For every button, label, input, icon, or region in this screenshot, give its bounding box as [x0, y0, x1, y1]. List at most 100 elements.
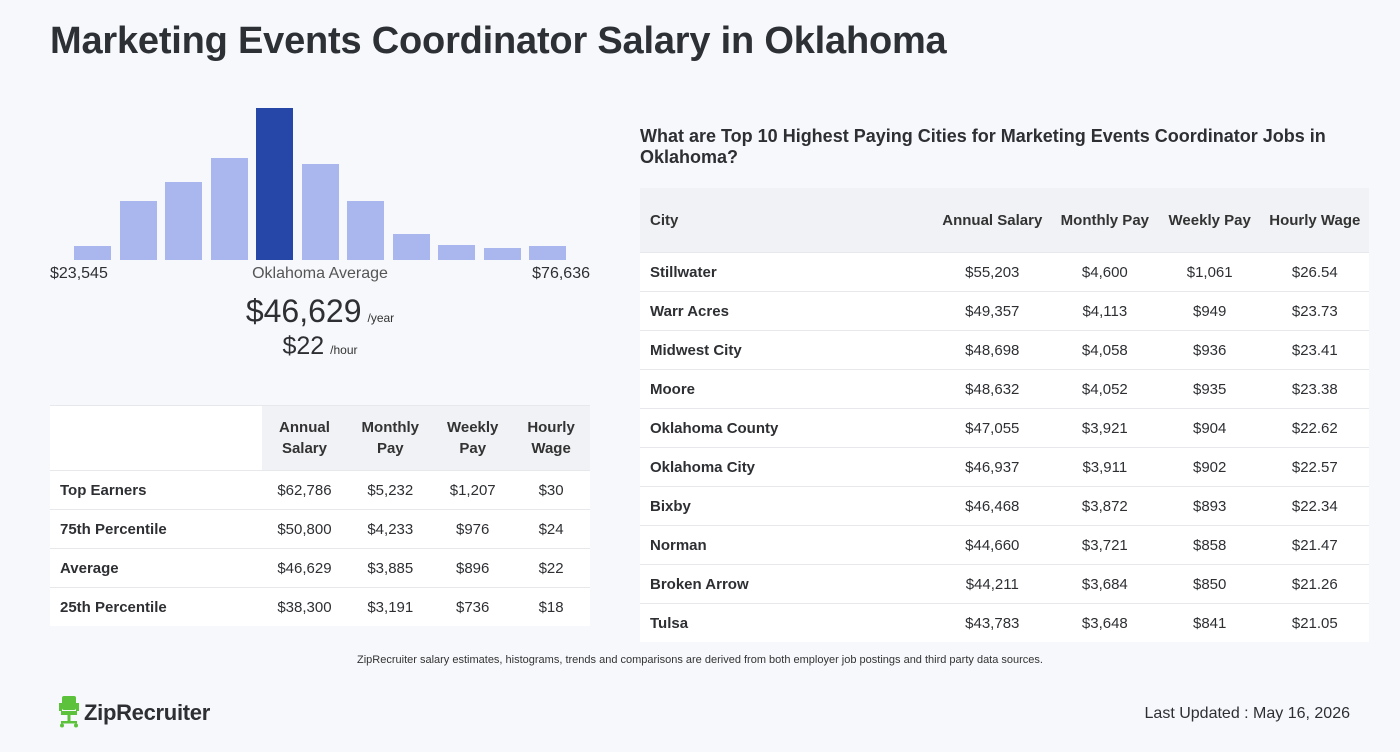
city-value: $44,660: [933, 525, 1051, 565]
city-name: Broken Arrow: [640, 564, 934, 604]
header-annual-salary: Annual Salary: [261, 405, 348, 471]
last-updated: Last Updated : May 16, 2026: [1144, 705, 1350, 722]
city-row: Bixby $46,468 $3,872 $893 $22.34: [640, 486, 1369, 526]
city-row: Tulsa $43,783 $3,648 $841 $21.05: [640, 603, 1369, 642]
city-value: $3,648: [1050, 603, 1159, 642]
header-weekly-pay: Weekly Pay: [1158, 188, 1261, 253]
city-value: $48,632: [933, 369, 1051, 409]
city-value: $22.34: [1260, 486, 1369, 526]
city-value: $936: [1158, 330, 1261, 370]
histogram-bars: [74, 100, 566, 260]
city-value: $21.47: [1260, 525, 1369, 565]
header-city: City: [640, 188, 934, 253]
percentile-value: $3,885: [347, 548, 434, 588]
city-name: Stillwater: [640, 252, 934, 292]
histogram-bar: [483, 248, 521, 260]
histogram-labels: Oklahoma Average $23,545 $76,636: [50, 265, 590, 287]
percentile-value: $3,191: [347, 587, 434, 626]
header-annual-salary: Annual Salary: [933, 188, 1051, 253]
average-hourly-value: $22: [282, 332, 325, 360]
city-row: Warr Acres $49,357 $4,113 $949 $23.73: [640, 291, 1369, 331]
histogram-bar: [165, 182, 202, 260]
city-value: $4,052: [1050, 369, 1159, 409]
city-row: Oklahoma City $46,937 $3,911 $902 $22.57: [640, 447, 1369, 487]
city-value: $3,921: [1050, 408, 1159, 448]
city-value: $949: [1158, 291, 1261, 331]
city-value: $841: [1158, 603, 1261, 642]
city-value: $23.73: [1260, 291, 1369, 331]
hourly-unit: /hour: [330, 343, 358, 357]
city-value: $21.26: [1260, 564, 1369, 604]
histogram-bar: [119, 201, 157, 260]
percentile-value: $4,233: [347, 509, 434, 549]
percentile-value: $50,800: [261, 509, 348, 549]
city-name: Norman: [640, 525, 934, 565]
header-monthly-pay: Monthly Pay: [347, 405, 434, 471]
percentile-value: $5,232: [347, 470, 434, 510]
cities-table-header: City Annual Salary Monthly Pay Weekly Pa…: [640, 188, 1369, 253]
histogram-bar: [74, 246, 111, 260]
city-value: $47,055: [933, 408, 1051, 448]
city-value: $935: [1158, 369, 1261, 409]
city-value: $55,203: [933, 252, 1051, 292]
percentile-value: $38,300: [261, 587, 348, 626]
logo-text: ZipRecruiter: [84, 700, 210, 725]
percentile-value: $22: [512, 548, 590, 588]
percentile-label: 25th Percentile: [50, 587, 262, 626]
percentile-label: Average: [50, 548, 262, 588]
page-title: Marketing Events Coordinator Salary in O…: [50, 20, 947, 62]
ziprecruiter-logo[interactable]: ZipRecruiter: [58, 694, 210, 733]
city-value: $902: [1158, 447, 1261, 487]
histogram-bar: [301, 164, 339, 260]
city-value: $4,600: [1050, 252, 1159, 292]
city-value: $46,468: [933, 486, 1051, 526]
average-yearly-value: $46,629: [245, 293, 362, 329]
city-value: $858: [1158, 525, 1261, 565]
percentile-label: Top Earners: [50, 470, 262, 510]
histogram-min-label: $23,545: [50, 265, 108, 282]
city-value: $3,721: [1050, 525, 1159, 565]
city-value: $3,911: [1050, 447, 1159, 487]
city-value: $48,698: [933, 330, 1051, 370]
city-value: $4,113: [1050, 291, 1159, 331]
header-blank: [50, 405, 262, 471]
city-name: Warr Acres: [640, 291, 934, 331]
city-row: Moore $48,632 $4,052 $935 $23.38: [640, 369, 1369, 409]
city-value: $49,357: [933, 291, 1051, 331]
percentile-label: 75th Percentile: [50, 509, 262, 549]
city-row: Stillwater $55,203 $4,600 $1,061 $26.54: [640, 252, 1369, 292]
average-hourly: $22/hour: [50, 332, 590, 361]
city-value: $1,061: [1158, 252, 1261, 292]
city-name: Midwest City: [640, 330, 934, 370]
percentile-row: 75th Percentile $50,800 $4,233 $976 $24: [50, 509, 590, 549]
city-value: $43,783: [933, 603, 1051, 642]
city-name: Oklahoma County: [640, 408, 934, 448]
percentile-value: $30: [512, 470, 590, 510]
percentile-value: $18: [512, 587, 590, 626]
city-value: $23.38: [1260, 369, 1369, 409]
histogram-bar: [438, 245, 475, 260]
city-value: $893: [1158, 486, 1261, 526]
city-value: $3,872: [1050, 486, 1159, 526]
city-name: Oklahoma City: [640, 447, 934, 487]
histogram-max-label: $76,636: [532, 265, 590, 282]
histogram-bar: [392, 234, 430, 260]
chair-icon: [58, 694, 80, 733]
percentile-value: $736: [433, 587, 513, 626]
percentile-value: $896: [433, 548, 513, 588]
city-value: $4,058: [1050, 330, 1159, 370]
percentile-row: 25th Percentile $38,300 $3,191 $736 $18: [50, 587, 590, 626]
city-value: $46,937: [933, 447, 1051, 487]
city-value: $22.62: [1260, 408, 1369, 448]
percentile-value: $24: [512, 509, 590, 549]
city-value: $21.05: [1260, 603, 1369, 642]
percentile-value: $62,786: [261, 470, 348, 510]
histogram-bar: [210, 158, 248, 260]
header-weekly-pay: Weekly Pay: [433, 405, 513, 471]
percentile-value: $1,207: [433, 470, 513, 510]
city-value: $23.41: [1260, 330, 1369, 370]
city-row: Midwest City $48,698 $4,058 $936 $23.41: [640, 330, 1369, 370]
yearly-unit: /year: [367, 311, 395, 325]
city-name: Moore: [640, 369, 934, 409]
disclaimer: ZipRecruiter salary estimates, histogram…: [357, 654, 1043, 666]
